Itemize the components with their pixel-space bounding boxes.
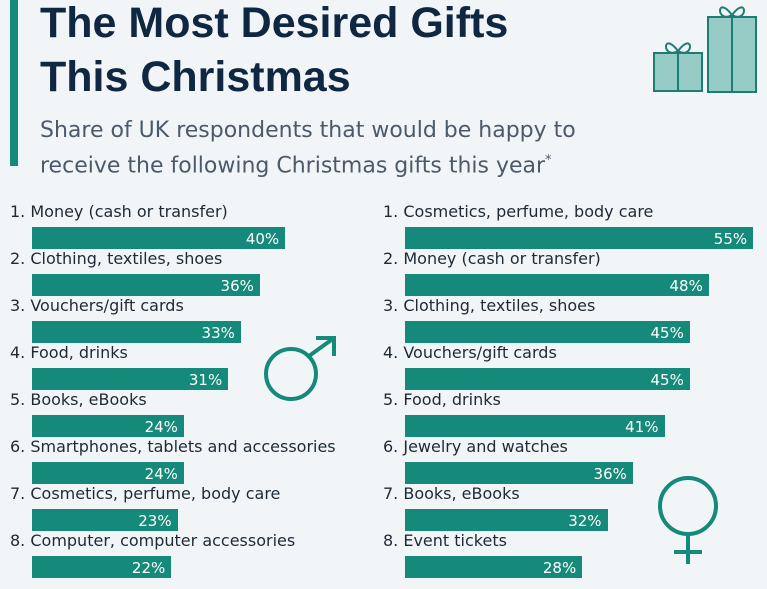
female-symbol-icon bbox=[658, 476, 718, 564]
category-label: 3. Clothing, textiles, shoes bbox=[383, 296, 596, 315]
bar: 55% bbox=[405, 227, 754, 249]
bar: 22% bbox=[32, 556, 172, 578]
category-label: 4. Vouchers/gift cards bbox=[383, 343, 557, 362]
category-label: 7. Books, eBooks bbox=[383, 484, 520, 503]
category-label: 5. Food, drinks bbox=[383, 390, 501, 409]
data-label: 23% bbox=[138, 512, 172, 530]
category-label: 8. Event tickets bbox=[383, 531, 507, 550]
bar: 48% bbox=[405, 274, 709, 296]
category-label: 3. Vouchers/gift cards bbox=[10, 296, 184, 315]
category-label: 1. Money (cash or transfer) bbox=[10, 202, 228, 221]
data-label: 28% bbox=[542, 559, 577, 577]
data-label: 45% bbox=[650, 324, 684, 342]
bar: 32% bbox=[405, 509, 608, 531]
category-label: 4. Food, drinks bbox=[10, 343, 128, 362]
title-line-1: The Most Desired Gifts bbox=[40, 0, 509, 47]
data-label: 36% bbox=[220, 277, 254, 295]
category-label: 1. Cosmetics, perfume, body care bbox=[383, 202, 654, 221]
bar: 36% bbox=[405, 462, 633, 484]
bar: 23% bbox=[32, 509, 178, 531]
data-label: 22% bbox=[131, 559, 166, 577]
bar: 45% bbox=[405, 368, 690, 390]
data-label: 36% bbox=[593, 465, 627, 483]
data-label: 32% bbox=[568, 512, 602, 530]
bar: 24% bbox=[32, 415, 184, 437]
category-label: 2. Clothing, textiles, shoes bbox=[10, 249, 223, 268]
male-symbol-icon bbox=[264, 336, 336, 401]
bar: 33% bbox=[32, 321, 241, 343]
data-label: 31% bbox=[188, 371, 223, 389]
bar: 45% bbox=[405, 321, 690, 343]
data-label: 24% bbox=[144, 418, 178, 436]
bar: 36% bbox=[32, 274, 260, 296]
data-label: 48% bbox=[669, 277, 703, 295]
subtitle-text: Share of UK respondents that would be ha… bbox=[40, 118, 576, 179]
category-label: 7. Cosmetics, perfume, body care bbox=[10, 484, 281, 503]
data-label: 24% bbox=[144, 465, 178, 483]
category-label: 6. Jewelry and watches bbox=[383, 437, 568, 456]
data-label: 45% bbox=[650, 371, 684, 389]
data-label: 40% bbox=[245, 230, 280, 248]
bar: 24% bbox=[32, 462, 184, 484]
bar: 31% bbox=[32, 368, 229, 390]
category-label: 6. Smartphones, tablets and accessories bbox=[10, 437, 336, 456]
data-label: 55% bbox=[713, 230, 748, 248]
title-line-2: This Christmas bbox=[40, 53, 351, 101]
gift-icon bbox=[653, 6, 757, 93]
data-label: 33% bbox=[201, 324, 235, 342]
data-label: 41% bbox=[625, 418, 659, 436]
accent-bar bbox=[10, 0, 18, 166]
bar: 41% bbox=[405, 415, 665, 437]
page-title: The Most Desired Gifts This Christmas bbox=[40, 0, 508, 104]
footnote-mark: * bbox=[545, 153, 552, 168]
bar: 28% bbox=[405, 556, 583, 578]
category-label: 2. Money (cash or transfer) bbox=[383, 249, 601, 268]
subtitle: Share of UK respondents that would be ha… bbox=[40, 116, 660, 181]
category-label: 8. Computer, computer accessories bbox=[10, 531, 296, 550]
category-label: 5. Books, eBooks bbox=[10, 390, 147, 409]
bar: 40% bbox=[32, 227, 286, 249]
